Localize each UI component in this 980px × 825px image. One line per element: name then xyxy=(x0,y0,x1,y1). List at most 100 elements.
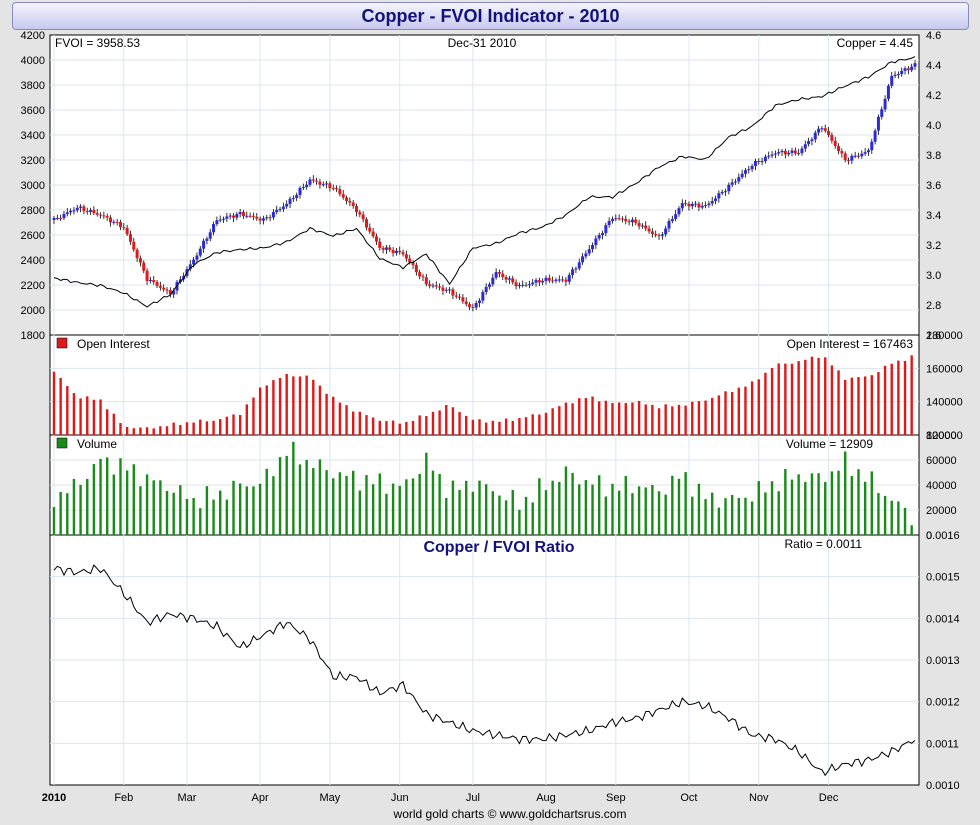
fvoi-candle-body xyxy=(866,150,870,153)
open-interest-bar xyxy=(298,376,302,435)
volume-bar xyxy=(125,470,129,535)
open-interest-bar xyxy=(491,420,495,435)
fvoi-candle-body xyxy=(780,150,784,153)
fvoi-candle-body xyxy=(670,218,674,221)
fvoi-candle-body xyxy=(202,240,206,249)
volume-bar xyxy=(857,469,860,535)
volume-bar xyxy=(405,479,408,535)
volume-bar xyxy=(843,451,847,535)
fvoi-candle-body xyxy=(724,191,728,193)
open-interest-bar xyxy=(584,398,588,435)
fvoi-candle-body xyxy=(890,76,894,86)
fvoi-candle-body xyxy=(338,189,342,195)
open-interest-bar xyxy=(750,381,754,435)
fvoi-candle-body xyxy=(830,134,834,141)
fvoi-candle-body xyxy=(657,235,661,237)
open-interest-bar xyxy=(764,372,767,435)
price-right-tick-label: 4.2 xyxy=(926,90,941,102)
fvoi-candle-body xyxy=(637,222,641,227)
fvoi-candle-body xyxy=(554,279,558,281)
price-left-tick-label: 3200 xyxy=(21,155,45,167)
fvoi-candle-body xyxy=(145,270,149,281)
volume-bar xyxy=(258,483,262,535)
volume-bar xyxy=(411,478,415,535)
fvoi-candle-body xyxy=(717,193,721,199)
volume-tick-label: 80000 xyxy=(926,430,957,442)
volume-bar xyxy=(657,491,661,535)
open-interest-bar xyxy=(318,385,322,435)
fvoi-candle-body xyxy=(803,144,807,149)
volume-bar xyxy=(711,492,714,535)
volume-bar xyxy=(159,480,162,535)
open-interest-bar xyxy=(611,403,614,435)
open-interest-bar xyxy=(365,415,368,435)
price-right-tick-label: 2.6 xyxy=(926,330,941,342)
open-interest-bar xyxy=(857,377,860,435)
open-interest-bar xyxy=(777,363,780,435)
open-interest-bar xyxy=(458,412,461,435)
fvoi-candle-body xyxy=(843,153,847,161)
open-interest-bar xyxy=(125,426,129,435)
date-label: Dec-31 2010 xyxy=(448,36,517,50)
fvoi-candle-body xyxy=(800,148,804,154)
open-interest-bar xyxy=(717,395,721,435)
open-interest-legend-label: Open Interest xyxy=(77,337,150,351)
volume-legend-swatch xyxy=(56,437,68,449)
volume-bar xyxy=(365,475,368,535)
open-interest-bar xyxy=(358,411,362,435)
fvoi-candle-body xyxy=(355,206,359,213)
fvoi-candle-body xyxy=(856,155,860,157)
volume-bar xyxy=(431,470,435,535)
fvoi-candle-body xyxy=(271,212,275,218)
open-interest-bar xyxy=(465,415,468,435)
ratio-tick-label: 0.0010 xyxy=(926,780,960,792)
fvoi-candle-body xyxy=(577,262,581,269)
open-interest-bar xyxy=(332,396,335,435)
fvoi-candle-body xyxy=(507,278,511,280)
fvoi-candle-body xyxy=(155,282,159,286)
fvoi-candle-body xyxy=(531,282,535,285)
ratio-tick-label: 0.0013 xyxy=(926,655,960,667)
fvoi-candle-body xyxy=(837,146,841,152)
x-tick-label: Apr xyxy=(252,792,269,804)
fvoi-candle-body xyxy=(222,218,226,220)
volume-bar xyxy=(272,476,275,535)
volume-bar xyxy=(225,499,229,535)
fvoi-candle-body xyxy=(620,218,624,220)
volume-bar xyxy=(351,470,355,535)
fvoi-value-label: FVOI = 3958.53 xyxy=(55,36,140,50)
fvoi-candle-body xyxy=(454,295,458,297)
open-interest-bar xyxy=(232,414,235,435)
fvoi-candle-body xyxy=(75,207,79,211)
volume-bar xyxy=(445,498,448,535)
fvoi-candle-body xyxy=(335,188,339,190)
fvoi-candle-body xyxy=(325,183,329,185)
open-interest-bar xyxy=(152,428,155,435)
x-tick-label: Jul xyxy=(466,792,480,804)
fvoi-candle-body xyxy=(245,215,249,217)
fvoi-candle-body xyxy=(541,280,545,283)
open-interest-bar xyxy=(258,387,262,435)
volume-bar xyxy=(232,480,235,535)
fvoi-candle-body xyxy=(823,128,827,131)
volume-bar xyxy=(744,497,747,535)
fvoi-candle-body xyxy=(793,150,797,154)
fvoi-candle-body xyxy=(737,177,741,182)
fvoi-candle-body xyxy=(55,217,59,219)
fvoi-candle-body xyxy=(833,140,837,147)
volume-bar xyxy=(318,459,322,535)
fvoi-candle-body xyxy=(291,197,295,199)
x-tick-label: 2010 xyxy=(42,792,66,804)
fvoi-candle-body xyxy=(388,247,392,251)
open-interest-bar xyxy=(205,421,209,435)
fvoi-candle-body xyxy=(551,280,555,282)
chart-marks xyxy=(52,56,917,777)
fvoi-candle-body xyxy=(265,217,269,219)
volume-value-label: Volume = 12909 xyxy=(786,437,873,451)
fvoi-candle-body xyxy=(408,258,412,263)
volume-bar xyxy=(152,480,155,535)
price-left-tick-label: 3400 xyxy=(21,130,45,142)
open-interest-bar xyxy=(252,397,255,435)
price-right-tick-label: 2.8 xyxy=(926,300,941,312)
volume-bar xyxy=(145,474,149,535)
